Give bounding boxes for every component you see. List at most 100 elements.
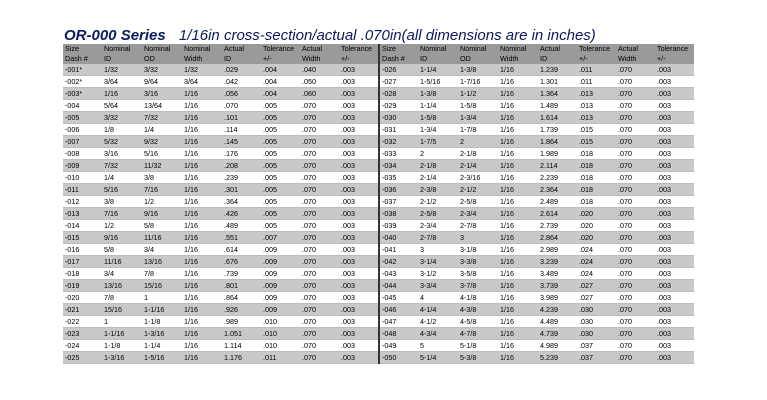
- left-cell: .003: [339, 279, 379, 292]
- left-cell: -006: [63, 123, 102, 136]
- left-cell: -001*: [63, 64, 102, 76]
- right-cell: 1-7/8: [458, 123, 498, 136]
- right-cell: .024: [577, 255, 616, 268]
- right-cell: 5: [418, 339, 458, 352]
- right-cell: .070: [616, 315, 655, 328]
- left-cell: .003: [339, 207, 379, 220]
- left-cell: 9/32: [142, 135, 182, 148]
- right-cell: .037: [577, 351, 616, 364]
- left-cell: Nominal: [182, 44, 222, 54]
- left-cell: Width: [182, 54, 222, 64]
- right-cell: 1.364: [538, 87, 577, 100]
- left-cell: -010: [63, 171, 102, 184]
- table-row: -021 15/16 1-1/16 1/16.926.009.070.003 -046 4…: [63, 303, 694, 316]
- right-cell: .070: [616, 64, 655, 76]
- left-cell: 1/16: [102, 87, 142, 100]
- left-cell: .003: [339, 183, 379, 196]
- left-cell: .003: [339, 111, 379, 124]
- left-cell: .003: [339, 351, 379, 364]
- left-cell: 5/16: [102, 183, 142, 196]
- right-cell: .020: [577, 231, 616, 244]
- right-cell: -044: [378, 279, 418, 292]
- left-cell: 1-3/16: [102, 351, 142, 364]
- left-cell: -007: [63, 135, 102, 148]
- right-cell: .070: [616, 303, 655, 316]
- left-cell: -014: [63, 219, 102, 232]
- left-cell: .551: [222, 231, 261, 244]
- left-cell: 15/16: [102, 303, 142, 316]
- left-cell: 3/32: [142, 64, 182, 76]
- left-cell: 3/4: [102, 267, 142, 280]
- right-cell: -038: [378, 207, 418, 220]
- left-cell: .003: [339, 255, 379, 268]
- right-cell: -036: [378, 183, 418, 196]
- left-cell: 1/16: [182, 99, 222, 112]
- left-cell: -023: [63, 327, 102, 340]
- left-cell: .003: [339, 195, 379, 208]
- left-cell: .009: [261, 291, 300, 304]
- left-cell: -019: [63, 279, 102, 292]
- left-cell: 7/8: [142, 267, 182, 280]
- right-cell: .070: [616, 279, 655, 292]
- table-row: -025 1-3/16 1-5/16 1/16 1.176.011.070.003 -05…: [63, 351, 694, 364]
- right-cell: .013: [577, 111, 616, 124]
- left-cell: 1/16: [182, 351, 222, 364]
- right-cell: .070: [616, 219, 655, 232]
- right-cell: .013: [577, 87, 616, 100]
- left-cell: -016: [63, 243, 102, 256]
- left-cell: .003: [339, 339, 379, 352]
- right-cell: .027: [577, 279, 616, 292]
- left-cell: .101: [222, 111, 261, 124]
- left-cell: 5/8: [142, 219, 182, 232]
- right-cell: .003: [655, 207, 694, 220]
- left-cell: .011: [261, 351, 300, 364]
- right-cell: 1-3/4: [418, 123, 458, 136]
- table-row: -020 7/8 1 1/16.864.009.070.003 -045 4 4-1/8 1/…: [63, 291, 694, 304]
- left-cell: .003: [339, 75, 379, 88]
- left-cell: 1/2: [102, 219, 142, 232]
- right-cell: 1-7/5: [418, 135, 458, 148]
- right-cell: 1/16: [498, 64, 538, 76]
- right-cell: Tolerance: [655, 44, 694, 54]
- right-cell: +/-: [655, 54, 694, 64]
- right-cell: Width: [616, 54, 655, 64]
- right-cell: 3-1/8: [458, 243, 498, 256]
- left-cell: .070: [300, 147, 339, 160]
- left-cell: -009: [63, 159, 102, 172]
- right-cell: .003: [655, 64, 694, 76]
- right-cell: 2.114: [538, 159, 577, 172]
- header-row: Size Nominal Nominal Nominal Actual Tolerance…: [63, 44, 694, 54]
- right-cell: ID: [538, 54, 577, 64]
- left-cell: 1: [142, 291, 182, 304]
- left-cell: 1/16: [182, 111, 222, 124]
- right-cell: .070: [616, 99, 655, 112]
- left-cell: .070: [300, 255, 339, 268]
- right-cell: .003: [655, 183, 694, 196]
- left-cell: .040: [300, 64, 339, 76]
- right-cell: 3.489: [538, 267, 577, 280]
- right-cell: -049: [378, 339, 418, 352]
- right-cell: 5-1/8: [458, 339, 498, 352]
- left-cell: 1/32: [102, 64, 142, 76]
- right-cell: .003: [655, 327, 694, 340]
- left-cell: .007: [261, 231, 300, 244]
- left-cell: 3/64: [102, 75, 142, 88]
- right-cell: .003: [655, 339, 694, 352]
- right-cell: .070: [616, 171, 655, 184]
- right-cell: 3-3/4: [418, 279, 458, 292]
- right-cell: 4-1/4: [418, 303, 458, 316]
- left-cell: 1/16: [182, 135, 222, 148]
- left-cell: -020: [63, 291, 102, 304]
- right-cell: 4: [418, 291, 458, 304]
- left-cell: 1/16: [182, 243, 222, 256]
- right-cell: 3.239: [538, 255, 577, 268]
- right-cell: 1/16: [498, 147, 538, 160]
- right-cell: 1/16: [498, 75, 538, 88]
- right-cell: 1-7/16: [458, 75, 498, 88]
- left-cell: .005: [261, 183, 300, 196]
- left-cell: .070: [300, 339, 339, 352]
- right-cell: 1/16: [498, 159, 538, 172]
- left-cell: 1/16: [182, 207, 222, 220]
- left-cell: 7/32: [102, 159, 142, 172]
- left-cell: 1.051: [222, 327, 261, 340]
